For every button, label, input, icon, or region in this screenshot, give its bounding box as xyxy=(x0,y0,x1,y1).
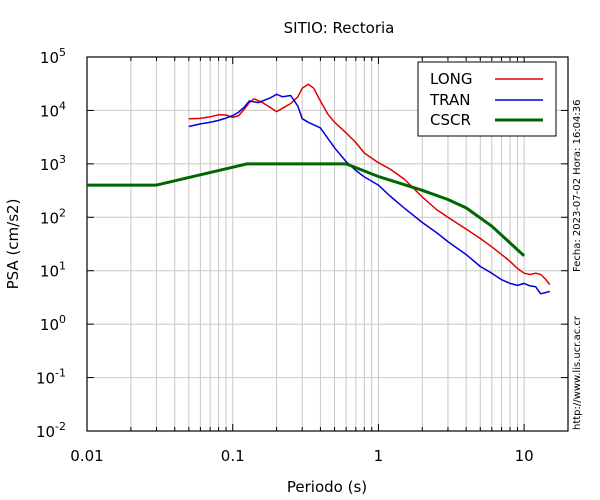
x-tick-label: 1 xyxy=(374,447,384,465)
date-time-stamp: Fecha: 2023-07-02 Hora: 16:04:36 xyxy=(572,100,583,273)
series-line-cscr xyxy=(87,162,526,257)
legend-label-tran: TRAN xyxy=(429,91,470,109)
axis-ticks xyxy=(86,56,569,432)
y-tick-label: 102 xyxy=(40,206,66,227)
chart-title: SITIO: Rectoria xyxy=(284,19,395,37)
x-tick-labels: 0.01 0.1 1 10 xyxy=(70,447,533,465)
source-url: http://www.lis.ucr.ac.cr xyxy=(572,315,583,430)
plot-frame xyxy=(86,56,569,432)
legend-label-cscr: CSCR xyxy=(430,111,471,129)
legend: LONG TRAN CSCR xyxy=(417,61,557,137)
x-axis-label: Periodo (s) xyxy=(287,478,367,496)
y-tick-label: 103 xyxy=(40,153,66,174)
y-tick-labels: 105 104 103 102 101 100 10-1 10-2 xyxy=(36,46,66,441)
legend-box xyxy=(417,61,557,137)
y-tick-label: 10-1 xyxy=(36,367,66,388)
series-line-long xyxy=(188,83,551,286)
x-tick-label: 0.1 xyxy=(221,447,245,465)
x-tick-label: 10 xyxy=(515,447,534,465)
x-tick-label: 0.01 xyxy=(70,447,103,465)
y-tick-label: 104 xyxy=(40,99,66,120)
y-tick-label: 10-2 xyxy=(36,420,66,441)
y-tick-label: 105 xyxy=(40,46,66,67)
y-tick-label: 101 xyxy=(40,260,66,281)
series-lines xyxy=(87,83,551,295)
y-axis-label: PSA (cm/s2) xyxy=(4,199,22,290)
legend-label-long: LONG xyxy=(430,70,472,88)
y-tick-label: 100 xyxy=(40,313,66,334)
